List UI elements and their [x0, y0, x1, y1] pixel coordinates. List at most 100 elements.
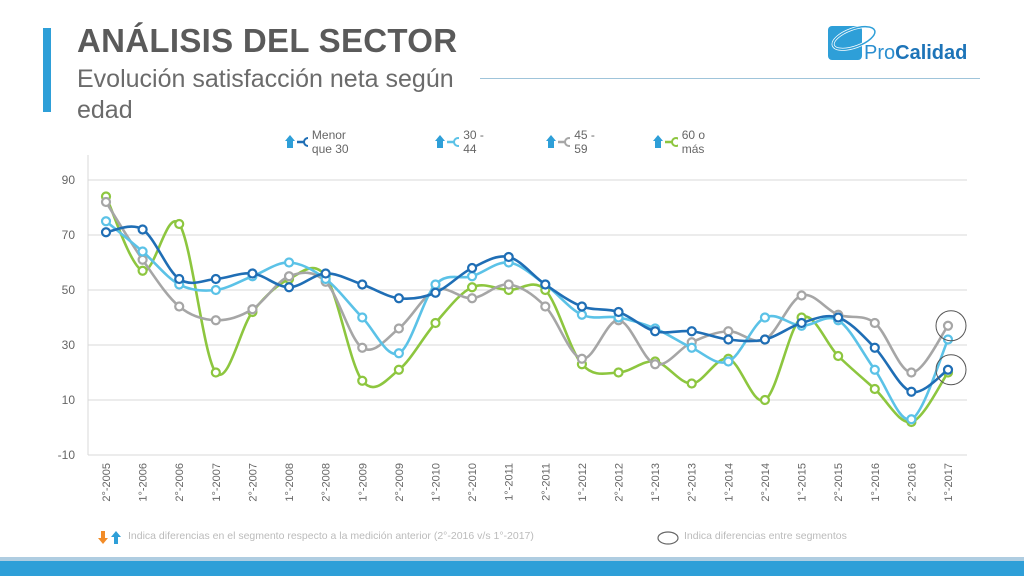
- data-point-menor-que-30: [759, 334, 771, 345]
- x-tick-label: 2°-2012: [614, 463, 626, 502]
- data-point-45-59: [540, 301, 551, 312]
- data-point-menor-que-30: [100, 227, 112, 238]
- data-point-45-59: [650, 359, 661, 370]
- x-tick-label: 1°-2011: [504, 463, 516, 501]
- data-point-menor-que-30: [540, 279, 551, 290]
- x-tick-label: 1°-2008: [284, 463, 296, 502]
- x-tick-label: 2°-2016: [906, 463, 918, 502]
- data-point-45-59: [906, 367, 917, 378]
- x-tick-label: 2°-2010: [467, 463, 479, 502]
- x-tick-label: 1°-2007: [211, 463, 223, 502]
- data-point-menor-que-30: [137, 224, 148, 235]
- data-point-60-o-m-s: [759, 394, 771, 406]
- data-point-menor-que-30: [869, 342, 880, 353]
- series-line-45-59: [104, 201, 950, 374]
- data-point-30-44: [137, 246, 148, 257]
- change-arrows-icon: [98, 531, 121, 544]
- x-tick-label: 1°-2017: [943, 463, 955, 502]
- segment-circle-icon: [657, 531, 679, 545]
- x-tick-label: 1°-2015: [797, 463, 809, 502]
- x-tick-label: 2°-2014: [760, 463, 772, 502]
- data-point-45-59: [796, 290, 807, 301]
- data-point-30-44: [210, 284, 221, 296]
- data-point-45-59: [393, 323, 404, 334]
- data-point-menor-que-30: [247, 268, 258, 279]
- data-point-45-59: [869, 317, 880, 329]
- footnote-change-legend: Indica diferencias en el segmento respec…: [128, 530, 534, 542]
- data-point-menor-que-30: [174, 273, 185, 285]
- data-point-menor-que-30: [320, 268, 331, 279]
- data-point-45-59: [247, 304, 258, 315]
- legend-item-30-44: 30 - 44: [435, 128, 488, 156]
- page-subtitle: Evolución satisfacción neta según edad: [77, 65, 454, 124]
- data-point-30-44: [283, 257, 295, 268]
- data-point-menor-que-30: [942, 364, 954, 375]
- x-tick-label: 1°-2012: [577, 463, 589, 502]
- data-point-30-44: [723, 356, 734, 367]
- data-point-45-59: [503, 279, 514, 290]
- data-point-30-44: [357, 312, 368, 323]
- data-point-60-o-m-s: [393, 364, 404, 375]
- data-point-menor-que-30: [357, 279, 368, 290]
- legend-marker-icon: [285, 135, 308, 148]
- data-point-60-o-m-s: [833, 350, 844, 362]
- x-tick-label: 1°-2013: [650, 463, 662, 502]
- data-point-60-o-m-s: [430, 317, 441, 329]
- page-title: ANÁLISIS DEL SECTOR: [77, 22, 458, 59]
- x-tick-label: 1°-2009: [357, 463, 369, 502]
- data-point-60-o-m-s: [357, 375, 368, 386]
- footnote-segment-legend: Indica diferencias entre segmentos: [684, 530, 847, 542]
- data-point-45-59: [137, 254, 148, 265]
- legend-item-60-o-mas: 60 o más: [653, 128, 716, 156]
- series-line-menor-que-30: [105, 225, 949, 394]
- data-point-menor-que-30: [393, 293, 404, 304]
- legend-marker-icon: [435, 135, 460, 148]
- data-point-45-59: [357, 342, 368, 353]
- data-point-menor-que-30: [796, 317, 807, 329]
- series-line-60-o-m-s: [104, 195, 950, 424]
- y-tick-label: 90: [62, 173, 76, 187]
- x-tick-label: 2°-2015: [833, 463, 845, 502]
- header-divider: [480, 78, 980, 79]
- x-tick-label: 1°-2010: [430, 463, 442, 502]
- data-point-menor-que-30: [576, 301, 588, 312]
- data-point-60-o-m-s: [466, 282, 478, 293]
- data-point-60-o-m-s: [869, 383, 880, 395]
- data-point-45-59: [210, 315, 221, 326]
- data-point-45-59: [466, 293, 478, 304]
- data-point-menor-que-30: [503, 251, 514, 263]
- procalidad-logo: [826, 20, 986, 68]
- data-point-menor-que-30: [686, 326, 697, 337]
- data-point-60-o-m-s: [137, 265, 148, 276]
- legend-marker-icon: [653, 135, 678, 148]
- logo-mark-icon: [828, 25, 877, 60]
- x-tick-label: 1°-2014: [723, 463, 735, 502]
- series-line-30-44: [105, 220, 950, 421]
- data-point-45-59: [174, 301, 185, 312]
- data-point-30-44: [576, 309, 588, 320]
- y-tick-label: 10: [62, 393, 76, 407]
- x-tick-label: 2°-2013: [687, 463, 699, 502]
- legend-label: 30 - 44: [463, 128, 484, 156]
- data-point-menor-que-30: [906, 386, 917, 397]
- data-point-45-59: [283, 271, 295, 282]
- x-tick-label: 2°-2009: [394, 463, 406, 502]
- data-point-60-o-m-s: [613, 367, 624, 378]
- data-point-60-o-m-s: [174, 218, 185, 230]
- data-point-45-59: [942, 320, 954, 331]
- data-point-menor-que-30: [210, 273, 221, 285]
- data-point-30-44: [686, 342, 697, 353]
- data-point-menor-que-30: [283, 282, 295, 293]
- data-point-30-44: [906, 414, 917, 425]
- data-point-30-44: [869, 364, 880, 375]
- data-point-30-44: [759, 312, 771, 323]
- x-tick-label: 2°-2008: [321, 463, 333, 502]
- x-tick-label: 2°-2006: [174, 463, 186, 502]
- title-accent-bar: [43, 28, 51, 112]
- data-point-menor-que-30: [723, 334, 734, 345]
- x-tick-label: 2°-2007: [247, 463, 259, 502]
- x-tick-label: 2°-2005: [101, 463, 113, 502]
- data-point-30-44: [100, 216, 112, 227]
- footer-shadow: [0, 557, 1024, 561]
- data-point-60-o-m-s: [210, 367, 221, 378]
